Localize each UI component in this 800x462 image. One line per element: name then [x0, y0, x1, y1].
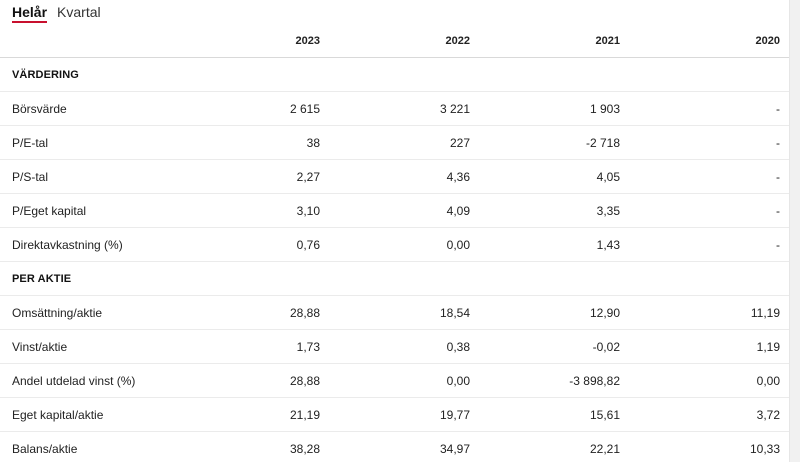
cell-value: 28,88: [180, 363, 330, 398]
column-header-2022: 2022: [330, 24, 480, 58]
cell-value: 22,21: [480, 431, 630, 462]
table-header-row: 2023 2022 2021 2020: [0, 24, 790, 58]
cell-value: 2,27: [180, 159, 330, 194]
cell-value: 38,28: [180, 431, 330, 462]
cell-value: 0,00: [330, 227, 480, 262]
row-label: Balans/aktie: [0, 431, 180, 462]
cell-value: 0,00: [330, 363, 480, 398]
cell-value: 4,05: [480, 159, 630, 194]
cell-value: 34,97: [330, 431, 480, 462]
cell-value: 0,76: [180, 227, 330, 262]
cell-value: 3,35: [480, 193, 630, 228]
section-header-vardering: VÄRDERING: [0, 57, 790, 92]
cell-value: -3 898,82: [480, 363, 630, 398]
cell-value: -: [630, 193, 790, 228]
table-row: Andel utdelad vinst (%) 28,88 0,00 -3 89…: [0, 363, 790, 398]
cell-value: 3,10: [180, 193, 330, 228]
section-header-per-aktie: PER AKTIE: [0, 261, 790, 296]
row-label: P/E-tal: [0, 125, 180, 160]
cell-value: -: [630, 91, 790, 126]
cell-value: -2 718: [480, 125, 630, 160]
row-label: Eget kapital/aktie: [0, 397, 180, 432]
cell-value: 3 221: [330, 91, 480, 126]
cell-value: 18,54: [330, 295, 480, 330]
cell-value: 21,19: [180, 397, 330, 432]
column-header-2021: 2021: [480, 24, 630, 58]
cell-value: 4,09: [330, 193, 480, 228]
table-row: P/S-tal 2,27 4,36 4,05 -: [0, 159, 790, 194]
row-label: Omsättning/aktie: [0, 295, 180, 330]
period-tabs: Helår Kvartal: [0, 0, 790, 24]
cell-value: 0,38: [330, 329, 480, 364]
cell-value: 4,36: [330, 159, 480, 194]
cell-value: -0,02: [480, 329, 630, 364]
row-label: P/Eget kapital: [0, 193, 180, 228]
column-header-2023: 2023: [180, 24, 330, 58]
table-row: P/Eget kapital 3,10 4,09 3,35 -: [0, 193, 790, 228]
table-row: Börsvärde 2 615 3 221 1 903 -: [0, 91, 790, 126]
cell-value: -: [630, 227, 790, 262]
tab-kvartal[interactable]: Kvartal: [57, 4, 101, 20]
key-figures-table: 2023 2022 2021 2020 VÄRDERING Börsvärde …: [0, 24, 790, 462]
cell-value: 0,00: [630, 363, 790, 398]
vertical-scrollbar[interactable]: [789, 0, 800, 462]
cell-value: 1,43: [480, 227, 630, 262]
cell-value: 12,90: [480, 295, 630, 330]
cell-value: 15,61: [480, 397, 630, 432]
cell-value: 3,72: [630, 397, 790, 432]
table-row: Balans/aktie 38,28 34,97 22,21 10,33: [0, 431, 790, 462]
row-label: Andel utdelad vinst (%): [0, 363, 180, 398]
table-row: Direktavkastning (%) 0,76 0,00 1,43 -: [0, 227, 790, 262]
cell-value: 28,88: [180, 295, 330, 330]
column-header-label: [0, 24, 180, 58]
section-title: PER AKTIE: [0, 261, 790, 296]
cell-value: -: [630, 159, 790, 194]
cell-value: 1 903: [480, 91, 630, 126]
cell-value: -: [630, 125, 790, 160]
table-row: Eget kapital/aktie 21,19 19,77 15,61 3,7…: [0, 397, 790, 432]
row-label: Direktavkastning (%): [0, 227, 180, 262]
table-row: Vinst/aktie 1,73 0,38 -0,02 1,19: [0, 329, 790, 364]
cell-value: 38: [180, 125, 330, 160]
row-label: P/S-tal: [0, 159, 180, 194]
cell-value: 11,19: [630, 295, 790, 330]
row-label: Vinst/aktie: [0, 329, 180, 364]
cell-value: 19,77: [330, 397, 480, 432]
table-row: P/E-tal 38 227 -2 718 -: [0, 125, 790, 160]
cell-value: 2 615: [180, 91, 330, 126]
cell-value: 1,73: [180, 329, 330, 364]
cell-value: 1,19: [630, 329, 790, 364]
section-title: VÄRDERING: [0, 57, 790, 92]
tab-helar[interactable]: Helår: [12, 0, 48, 23]
cell-value: 227: [330, 125, 480, 160]
cell-value: 10,33: [630, 431, 790, 462]
table-row: Omsättning/aktie 28,88 18,54 12,90 11,19: [0, 295, 790, 330]
row-label: Börsvärde: [0, 91, 180, 126]
column-header-2020: 2020: [630, 24, 790, 58]
